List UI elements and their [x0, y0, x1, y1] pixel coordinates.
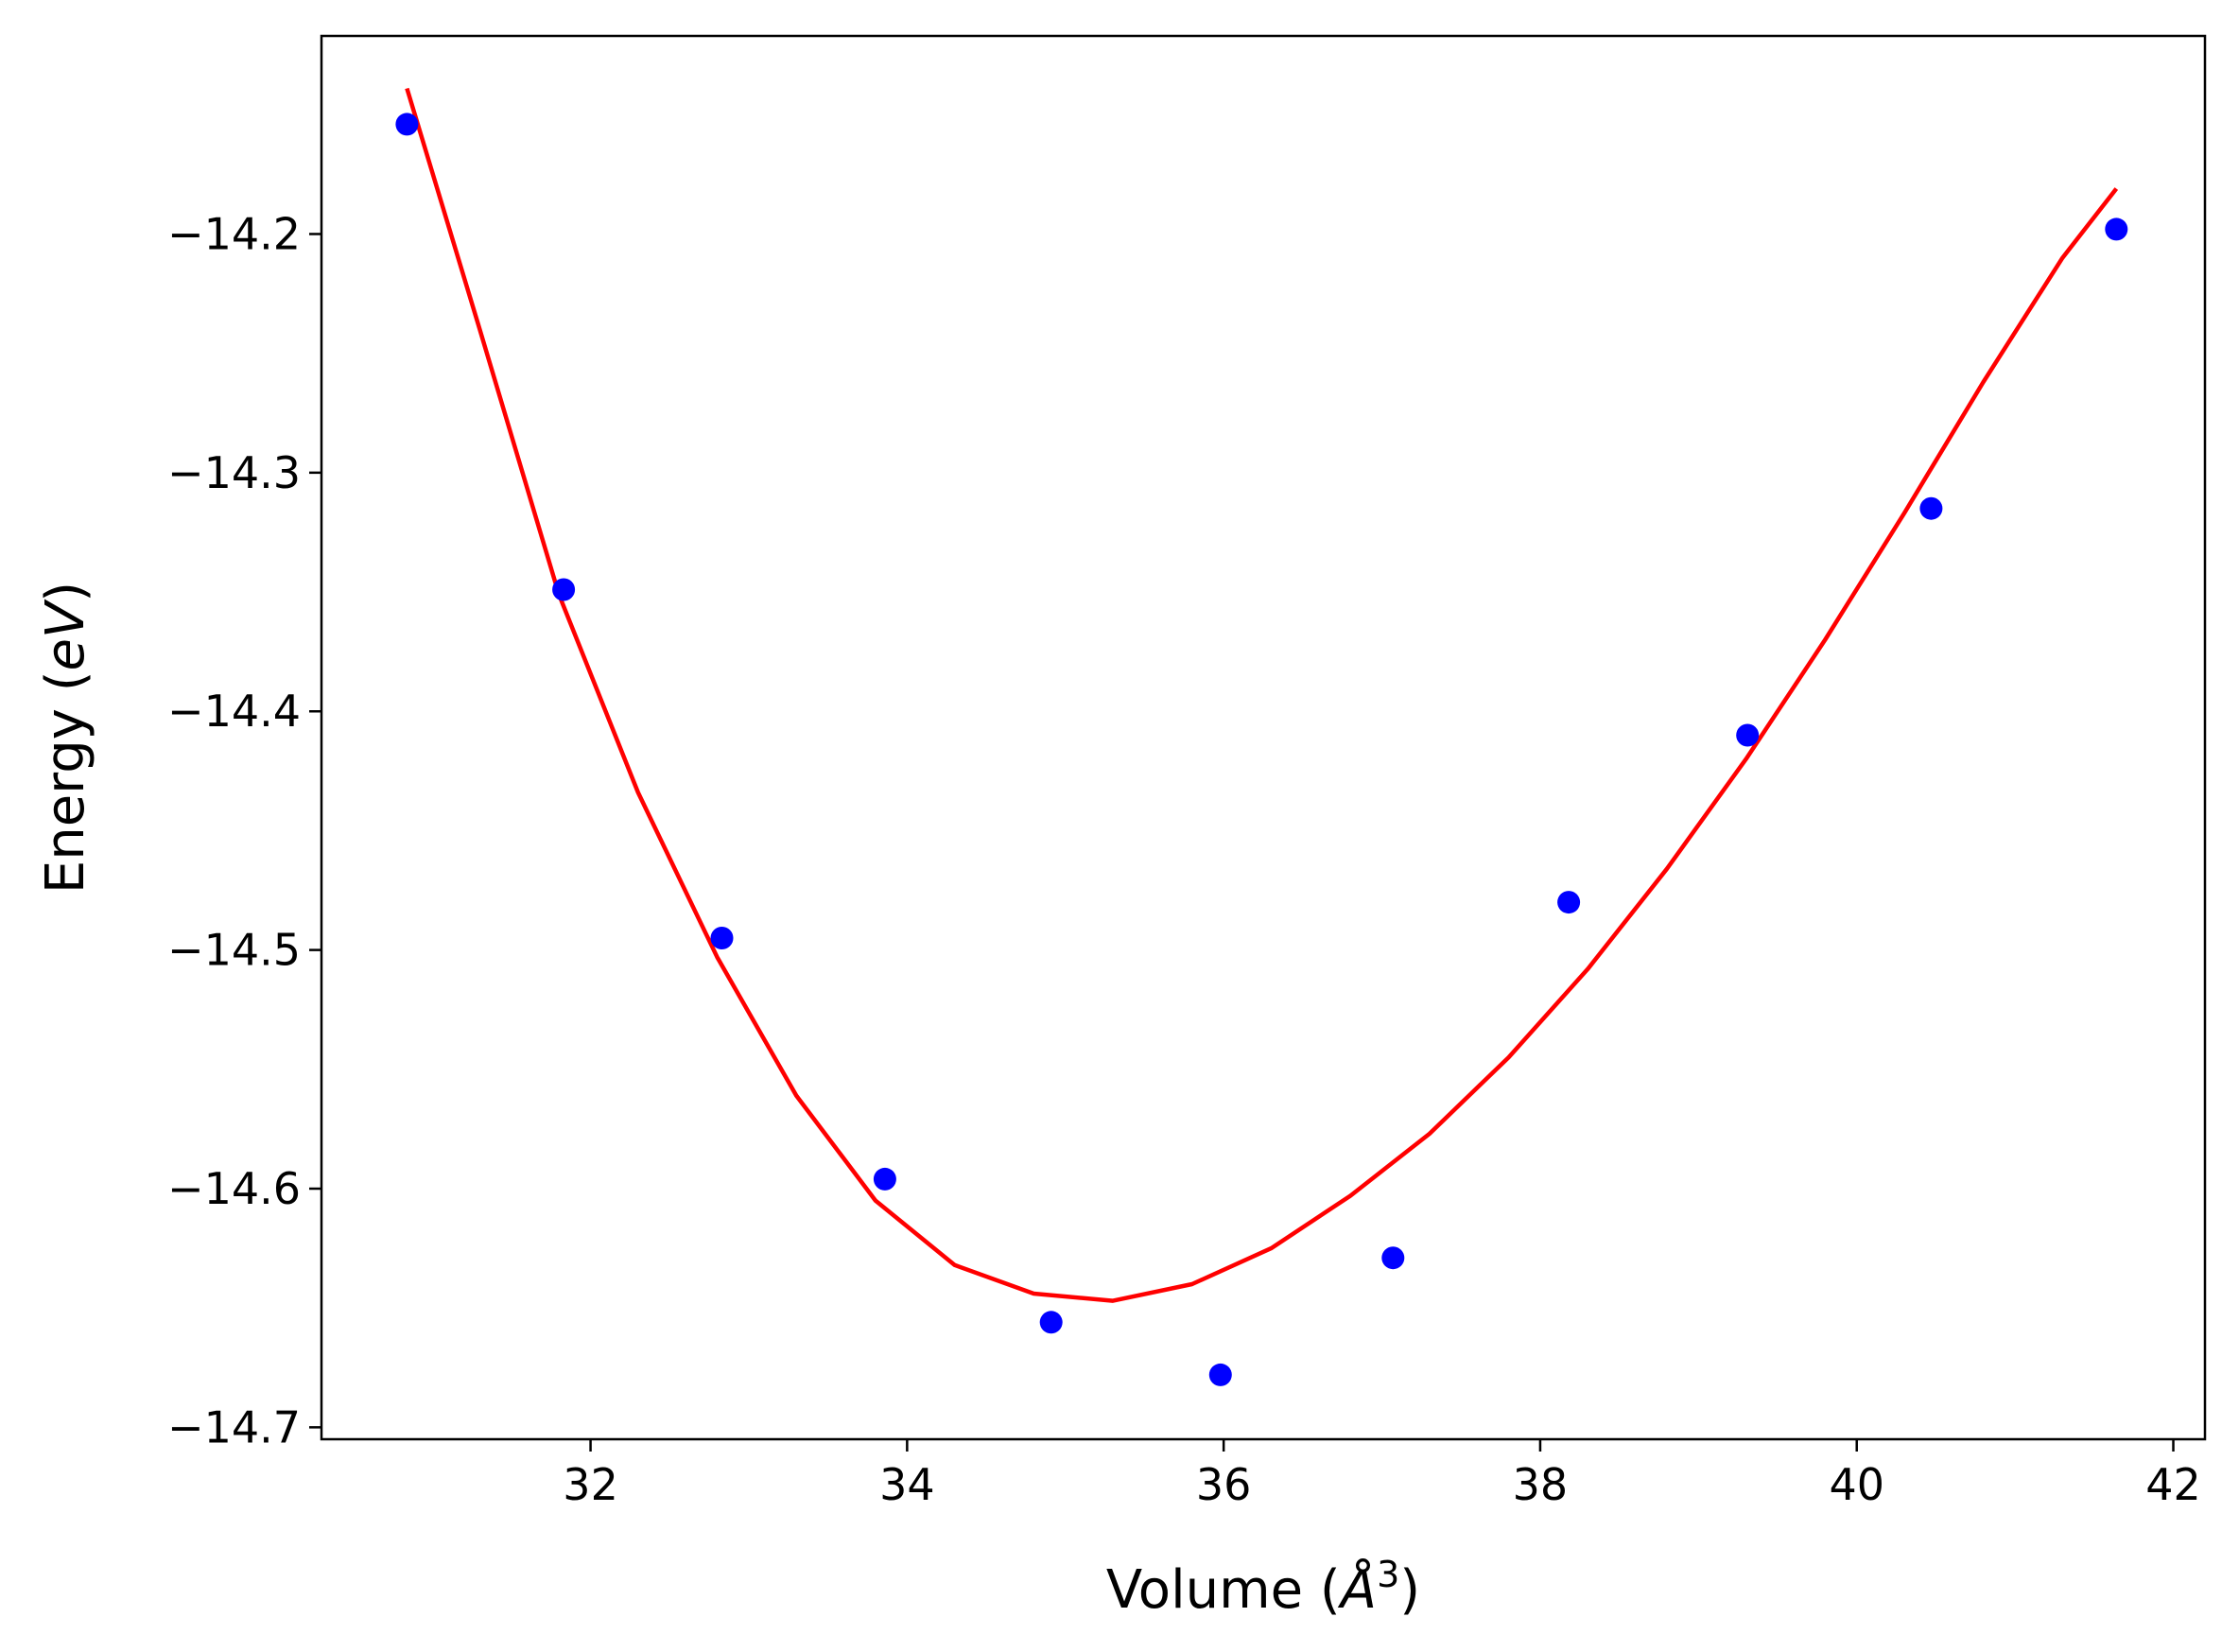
data-point: [710, 927, 734, 949]
x-tick-label: 40: [1829, 1459, 1884, 1510]
data-point: [873, 1167, 896, 1191]
x-tick-label: 42: [2145, 1459, 2201, 1510]
y-tick-label: −14.5: [167, 925, 301, 976]
y-axis-label: Energy (eV): [35, 582, 96, 894]
plot-content: [395, 87, 2128, 1386]
x-axis-label: Volume (Å3): [1106, 1554, 1420, 1621]
x-tick-label: 36: [1196, 1459, 1252, 1510]
data-point: [1736, 723, 1760, 747]
x-axis-label-exponent: 3: [1377, 1554, 1399, 1595]
data-point: [2105, 217, 2128, 241]
x-tick-label: 38: [1513, 1459, 1569, 1510]
y-tick-label: −14.3: [167, 447, 301, 498]
data-point: [1039, 1311, 1063, 1334]
data-point: [552, 578, 576, 601]
fit-curve-line: [405, 87, 2119, 1303]
y-axis-ticks: −14.2 −14.3 −14.4 −14.5 −14.6 −14.7: [167, 208, 321, 1452]
data-point: [1381, 1246, 1405, 1270]
y-tick-label: −14.7: [167, 1401, 301, 1452]
x-axis-label-suffix: ): [1399, 1559, 1420, 1621]
x-axis-ticks: 32 34 36 38 40 42: [563, 1439, 2201, 1510]
data-point: [395, 113, 419, 136]
y-axis-label-unit: eV: [35, 599, 96, 670]
y-axis-label-prefix: Energy (: [35, 670, 96, 894]
data-point: [1919, 496, 1943, 520]
data-point: [1208, 1363, 1232, 1386]
y-tick-label: −14.6: [167, 1163, 301, 1214]
x-axis-label-prefix: Volume (: [1106, 1559, 1341, 1621]
x-tick-label: 34: [879, 1459, 935, 1510]
y-tick-label: −14.4: [167, 686, 301, 737]
x-axis-label-unit: Å: [1338, 1558, 1377, 1621]
y-axis-label-suffix: ): [35, 582, 96, 602]
y-tick-label: −14.2: [167, 208, 301, 259]
data-point: [1557, 891, 1581, 914]
x-tick-label: 32: [563, 1459, 618, 1510]
axes-frame: [320, 34, 2207, 1441]
